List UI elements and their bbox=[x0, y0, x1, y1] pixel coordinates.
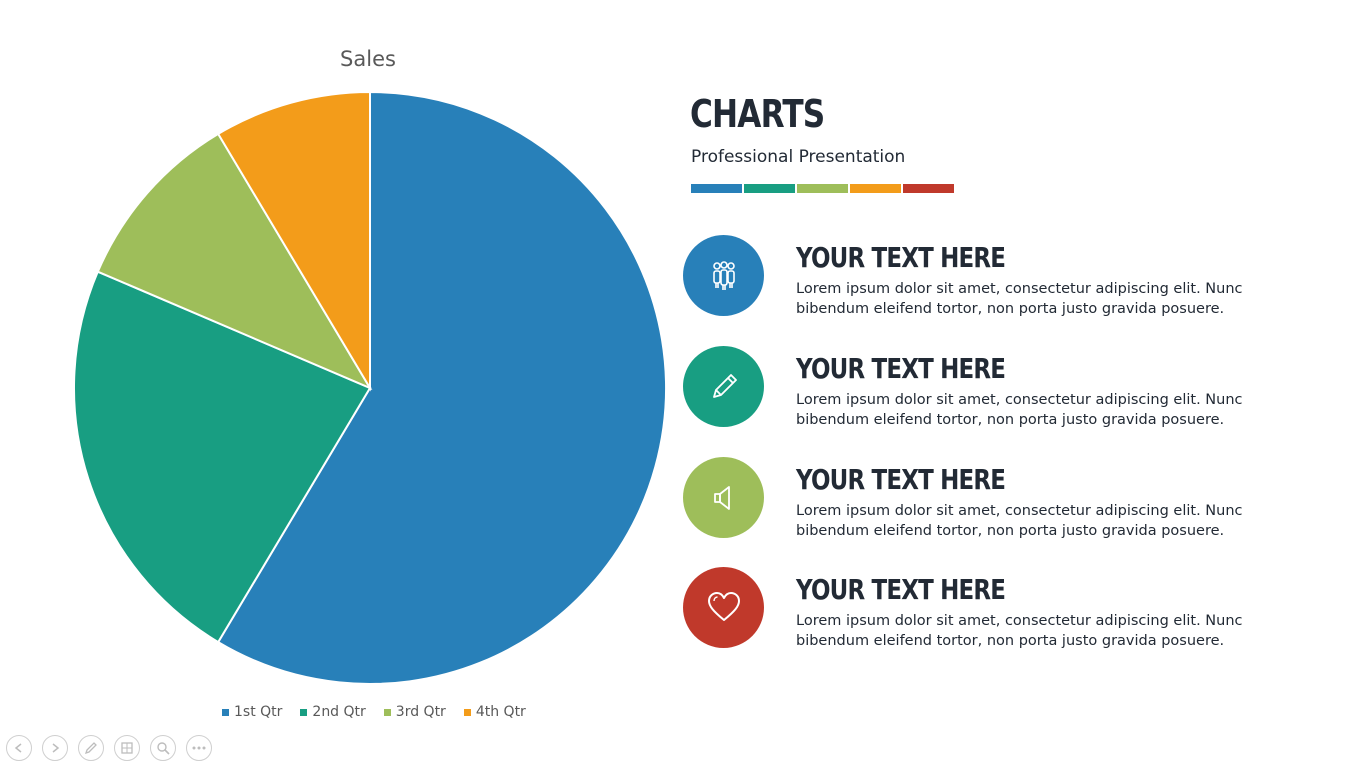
previous-icon[interactable] bbox=[6, 735, 32, 761]
legend-item: 3rd Qtr bbox=[383, 704, 446, 720]
item-title: YOUR TEXT HERE bbox=[796, 352, 1006, 385]
color-bar bbox=[691, 184, 954, 193]
color-bar-segment bbox=[744, 184, 795, 193]
legend-swatch bbox=[463, 708, 471, 716]
pie-slices bbox=[73, 90, 667, 685]
pie-slice-3rd-qtr bbox=[96, 132, 373, 391]
legend-swatch bbox=[222, 708, 229, 716]
page-subtitle: Professional Presentation bbox=[691, 147, 906, 167]
chart-legend: 1st Qtr 2nd Qtr 3rd Qtr 4th Qtr bbox=[222, 704, 526, 720]
pie-chart: Sales bbox=[73, 47, 667, 685]
item-icon-circle bbox=[683, 567, 764, 648]
color-bar-segment bbox=[903, 184, 954, 193]
list-item: YOUR TEXT HERE Lorem ipsum dolor sit ame… bbox=[683, 346, 1323, 430]
item-title: YOUR TEXT HERE bbox=[796, 463, 1006, 496]
chart-title: Sales bbox=[340, 47, 396, 71]
slides-icon[interactable] bbox=[114, 735, 140, 761]
list-item: YOUR TEXT HERE Lorem ipsum dolor sit ame… bbox=[683, 235, 1323, 319]
color-bar-segment bbox=[691, 184, 742, 193]
pie-slice-4th-qtr bbox=[216, 90, 371, 392]
list-item: YOUR TEXT HERE Lorem ipsum dolor sit ame… bbox=[683, 567, 1323, 651]
megaphone-icon bbox=[713, 485, 730, 510]
next-icon[interactable] bbox=[42, 735, 68, 761]
legend-item: 2nd Qtr bbox=[300, 704, 366, 720]
item-title: YOUR TEXT HERE bbox=[796, 241, 1006, 274]
item-text: Lorem ipsum dolor sit amet, consectetur … bbox=[796, 613, 1243, 649]
item-icon-circle bbox=[683, 457, 764, 538]
legend-label: 2nd Qtr bbox=[312, 704, 366, 720]
legend-label: 4th Qtr bbox=[475, 704, 526, 720]
people-icon bbox=[712, 260, 735, 290]
pie-slice-2nd-qtr bbox=[73, 270, 372, 644]
item-text: Lorem ipsum dolor sit amet, consectetur … bbox=[796, 281, 1243, 317]
item-text: Lorem ipsum dolor sit amet, consectetur … bbox=[796, 392, 1243, 428]
legend-swatch bbox=[383, 708, 391, 716]
item-icon-circle bbox=[683, 346, 764, 427]
item-icon-circle bbox=[683, 235, 764, 316]
heart-icon bbox=[707, 591, 740, 621]
legend-item: 4th Qtr bbox=[463, 704, 526, 720]
color-bar-segment bbox=[850, 184, 901, 193]
list-item: YOUR TEXT HERE Lorem ipsum dolor sit ame… bbox=[683, 457, 1323, 541]
item-title: YOUR TEXT HERE bbox=[796, 573, 1006, 606]
legend-swatch bbox=[300, 708, 308, 716]
item-text: Lorem ipsum dolor sit amet, consectetur … bbox=[796, 503, 1243, 539]
slideshow-controls bbox=[6, 735, 212, 761]
pie-slice-1st-qtr bbox=[216, 90, 667, 685]
pen-icon[interactable] bbox=[78, 735, 104, 761]
legend-label: 3rd Qtr bbox=[395, 704, 446, 720]
legend-label: 1st Qtr bbox=[234, 704, 283, 720]
page-title: CHARTS bbox=[690, 92, 825, 136]
more-icon[interactable] bbox=[186, 735, 212, 761]
zoom-icon[interactable] bbox=[150, 735, 176, 761]
pencil-icon bbox=[712, 373, 737, 398]
legend-item: 1st Qtr bbox=[222, 704, 282, 720]
color-bar-segment bbox=[797, 184, 848, 193]
